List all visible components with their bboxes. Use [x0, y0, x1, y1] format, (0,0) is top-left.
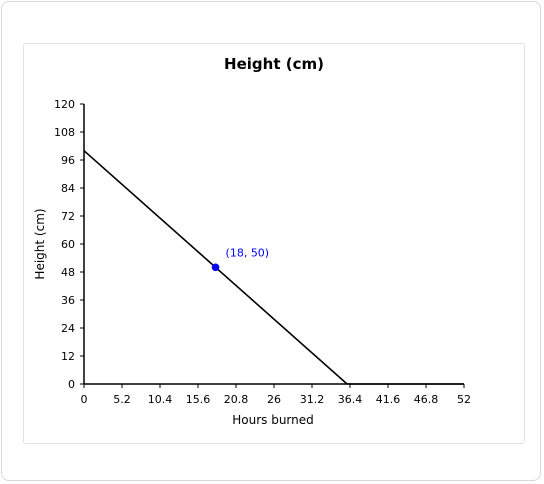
x-tick-label: 46.8 [414, 393, 439, 406]
y-tick-label: 36 [61, 294, 75, 307]
x-tick-label: 5.2 [113, 393, 131, 406]
chart-svg: Height (cm) Height (cm) Hours burned 0 12… [24, 44, 524, 443]
y-tick-label: 84 [61, 182, 75, 195]
plot-area: 0 12 24 36 48 60 72 84 96 108 120 0 5.2 10.4 15.6 20.8 2… [54, 98, 471, 406]
y-tick-label: 12 [61, 350, 75, 363]
y-tick-label: 24 [61, 322, 75, 335]
x-tick-label: 26 [267, 393, 281, 406]
y-tick-label: 120 [54, 98, 75, 111]
x-tick-label: 10.4 [148, 393, 173, 406]
y-tick-label: 108 [54, 126, 75, 139]
x-tick-label: 36.4 [338, 393, 363, 406]
x-tick-label: 31.2 [300, 393, 325, 406]
x-tick-label: 52 [457, 393, 471, 406]
highlight-point [212, 264, 220, 272]
chart-card: Height (cm) Height (cm) Hours burned 0 12… [23, 43, 525, 444]
highlight-point-label: (18, 50) [226, 246, 270, 259]
x-tick-label: 0 [81, 393, 88, 406]
x-tick-label: 41.6 [376, 393, 401, 406]
y-tick-label: 60 [61, 238, 75, 251]
y-tick-label: 0 [68, 378, 75, 391]
x-tick-label: 15.6 [186, 393, 211, 406]
y-tick-label: 96 [61, 154, 75, 167]
x-tick-label: 20.8 [224, 393, 249, 406]
y-axis-label: Height (cm) [33, 208, 47, 279]
y-tick-label: 48 [61, 266, 75, 279]
chart-title: Height (cm) [224, 55, 324, 73]
x-axis-label: Hours burned [232, 413, 314, 427]
y-tick-label: 72 [61, 210, 75, 223]
